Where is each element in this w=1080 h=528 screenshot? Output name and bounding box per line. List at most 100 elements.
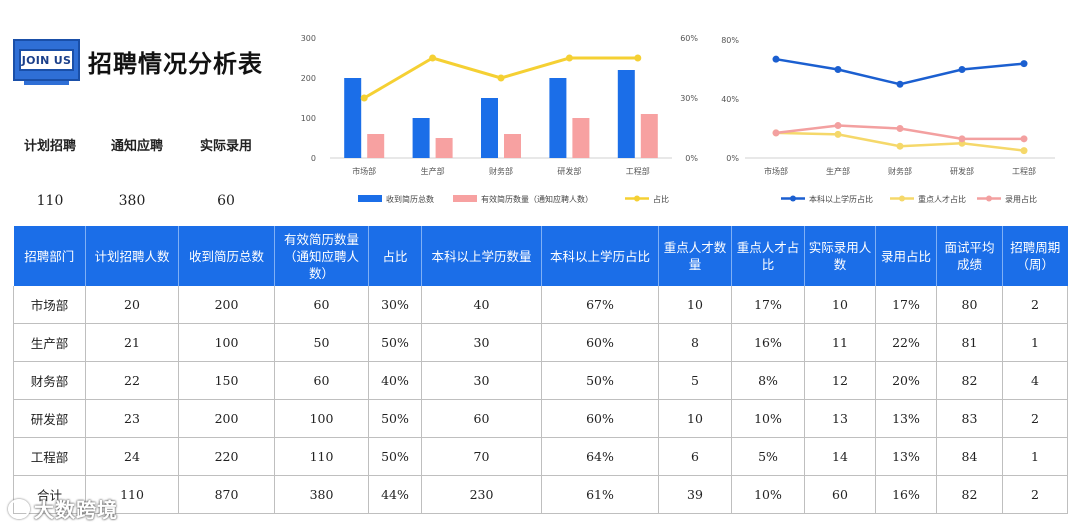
table-cell: 20 <box>85 286 179 324</box>
table-cell: 40% <box>368 361 422 400</box>
table-cell: 60% <box>541 399 659 438</box>
table-cell: 10% <box>731 399 805 438</box>
legend-marker <box>986 195 992 202</box>
table-cell: 23 <box>85 399 179 438</box>
column-header: 本科以上学历数量 <box>421 226 542 286</box>
table-cell: 60 <box>274 286 369 324</box>
watermark: 大数跨境 <box>8 494 118 523</box>
table-cell: 21 <box>85 323 179 362</box>
series-point <box>896 80 904 88</box>
table-cell: 12 <box>804 361 876 400</box>
table-cell: 10 <box>658 286 732 324</box>
table-cell: 5 <box>658 361 732 400</box>
table-cell: 合计 <box>13 475 86 514</box>
x-tick-label: 生产部 <box>826 166 850 176</box>
bar-valid <box>435 138 453 158</box>
series-point <box>896 125 904 132</box>
x-tick-label: 市场部 <box>764 166 788 176</box>
table-cell: 870 <box>178 475 275 514</box>
ratio-point <box>429 54 437 62</box>
ratio-point <box>360 94 368 102</box>
table-cell: 13 <box>804 399 876 438</box>
column-header: 招聘部门 <box>13 226 86 286</box>
table-cell: 5% <box>731 437 805 476</box>
table-cell: 110 <box>85 475 179 514</box>
x-tick-label: 财务部 <box>489 166 513 176</box>
x-tick-label: 财务部 <box>888 166 912 176</box>
ratio-point <box>634 54 642 62</box>
x-tick-label: 研发部 <box>950 166 974 176</box>
legend-swatch <box>358 195 382 202</box>
table-cell: 61% <box>541 475 659 514</box>
table-cell: 4 <box>1002 361 1068 400</box>
x-tick-label: 市场部 <box>352 166 376 176</box>
table-total-row: 合计 110 870 380 44% 230 61% 39 10% 60 16% 82 2 <box>13 475 1068 514</box>
table-cell: 30 <box>421 361 542 400</box>
bar-resumes <box>344 78 362 158</box>
table-cell: 200 <box>178 399 275 438</box>
table-cell: 67% <box>541 286 659 324</box>
kpi-label-hired: 实际录用 <box>199 139 252 154</box>
y-tick-label: 200 <box>301 74 316 83</box>
series-point <box>772 55 780 63</box>
legend-label: 收到简历总数 <box>386 194 434 204</box>
table-cell: 50% <box>541 361 659 400</box>
table-cell: 100 <box>274 399 369 438</box>
series-point <box>1020 147 1028 155</box>
table-cell: 81 <box>936 323 1003 362</box>
table-cell: 财务部 <box>13 361 86 400</box>
legend-marker <box>634 195 640 202</box>
table-cell: 39 <box>658 475 732 514</box>
ratio-point <box>497 74 505 82</box>
table-cell: 100 <box>178 323 275 362</box>
table-cell: 70 <box>421 437 542 476</box>
table-cell: 22% <box>875 323 937 362</box>
kpi-label-notified: 通知应聘 <box>110 139 163 154</box>
column-header: 录用占比 <box>875 226 937 286</box>
bar-resumes <box>481 98 498 158</box>
series-point <box>834 66 842 73</box>
bar-valid <box>640 114 658 158</box>
table-cell: 2 <box>1002 399 1068 438</box>
table-cell: 8 <box>658 323 732 362</box>
table-cell: 82 <box>936 475 1003 514</box>
table-cell: 150 <box>178 361 275 400</box>
legend-label: 有效简历数量（通知应聘人数） <box>481 194 593 204</box>
table-cell: 50 <box>274 323 369 362</box>
y-tick-label: 0 <box>311 154 316 163</box>
column-header: 实际录用人数 <box>804 226 876 286</box>
watermark-icon <box>8 498 30 519</box>
column-header: 占比 <box>368 226 422 286</box>
table-cell: 市场部 <box>13 286 86 324</box>
column-header: 招聘周期（周） <box>1002 226 1068 286</box>
table-cell: 60 <box>421 399 542 438</box>
column-header: 重点人才数量 <box>658 226 732 286</box>
y-tick-label: 80% <box>721 36 739 45</box>
legend-label: 占比 <box>653 194 669 204</box>
legend-swatch <box>453 195 477 202</box>
table-cell: 10 <box>804 286 876 324</box>
table-cell: 2 <box>1002 286 1068 324</box>
y-tick-label: 40% <box>721 95 739 104</box>
column-header: 重点人才占比 <box>731 226 805 286</box>
table-cell: 50% <box>368 437 422 476</box>
series-point <box>896 142 904 150</box>
table-cell: 30 <box>421 323 542 362</box>
table-cell: 13% <box>875 399 937 438</box>
table-cell: 30% <box>368 286 422 324</box>
table-cell: 工程部 <box>13 437 86 476</box>
table-cell: 17% <box>875 286 937 324</box>
table-row: 研发部 23 200 100 50% 60 60% 10 10% 13 13% 83 2 <box>13 399 1068 438</box>
kpi-label-planned: 计划招聘 <box>23 139 76 154</box>
table-cell: 82 <box>936 361 1003 400</box>
table-header: 招聘部门 计划招聘人数 收到简历总数 有效简历数量（通知应聘人数） 占比 本科以上学历数量… <box>13 226 1068 286</box>
column-header: 本科以上学历占比 <box>541 226 659 286</box>
x-tick-label: 工程部 <box>1012 166 1036 176</box>
series-point <box>834 130 842 138</box>
table-cell: 84 <box>936 437 1003 476</box>
table-cell: 230 <box>421 475 542 514</box>
table-row: 财务部 22 150 60 40% 30 50% 5 8% 12 20% 82 4 <box>13 361 1068 400</box>
bar-resumes <box>549 78 567 158</box>
kpi-value-notified: 380 <box>118 193 146 209</box>
